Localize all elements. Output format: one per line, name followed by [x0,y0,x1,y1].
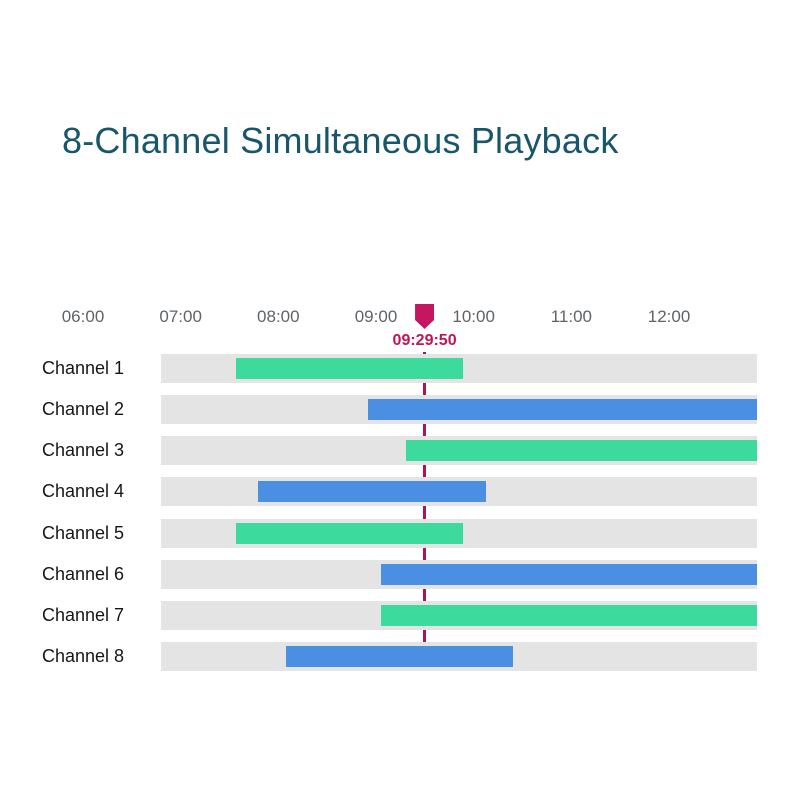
playback-clip-bar[interactable] [236,358,463,379]
playback-clip-bar[interactable] [257,481,487,503]
playback-clip-bar[interactable] [368,399,757,421]
playback-clip-bar[interactable] [406,440,757,462]
page-title: 8-Channel Simultaneous Playback [62,120,619,161]
channel-track[interactable] [161,518,757,548]
axis-tick-label: 10:00 [452,307,495,326]
channel-label: Channel 3 [42,440,125,461]
axis-tick-label: 12:00 [647,307,691,326]
playback-clip-bar[interactable] [380,604,757,626]
playhead-time-label: 09:29:50 [392,332,457,349]
channel-track[interactable] [161,354,757,383]
playback-clip-bar[interactable] [236,522,463,544]
channel-label: Channel 7 [42,604,125,625]
channel-label: Channel 8 [42,646,125,667]
channel-track[interactable] [161,642,757,672]
channel-label: Channel 5 [42,522,125,543]
playhead-marker-icon[interactable] [415,304,435,329]
playhead-line[interactable] [423,352,427,671]
channel-track[interactable] [161,477,757,507]
axis-tick-label: 09:00 [354,307,398,326]
channel-label: Channel 6 [42,563,125,584]
playback-clip-bar[interactable] [380,563,757,585]
axis-tick-label: 08:00 [257,307,300,326]
playback-clip-bar[interactable] [286,646,513,668]
channel-track[interactable] [161,436,757,466]
axis-tick-label: 06:00 [61,307,105,326]
axis-tick-label: 11:00 [550,307,592,326]
channel-track[interactable] [161,559,757,589]
channel-track[interactable] [161,600,757,630]
channel-track[interactable] [161,395,757,425]
axis-tick-label: 07:00 [159,307,202,326]
channel-label: Channel 2 [42,399,125,420]
channel-label: Channel 4 [42,481,125,502]
channel-label: Channel 1 [42,358,125,378]
